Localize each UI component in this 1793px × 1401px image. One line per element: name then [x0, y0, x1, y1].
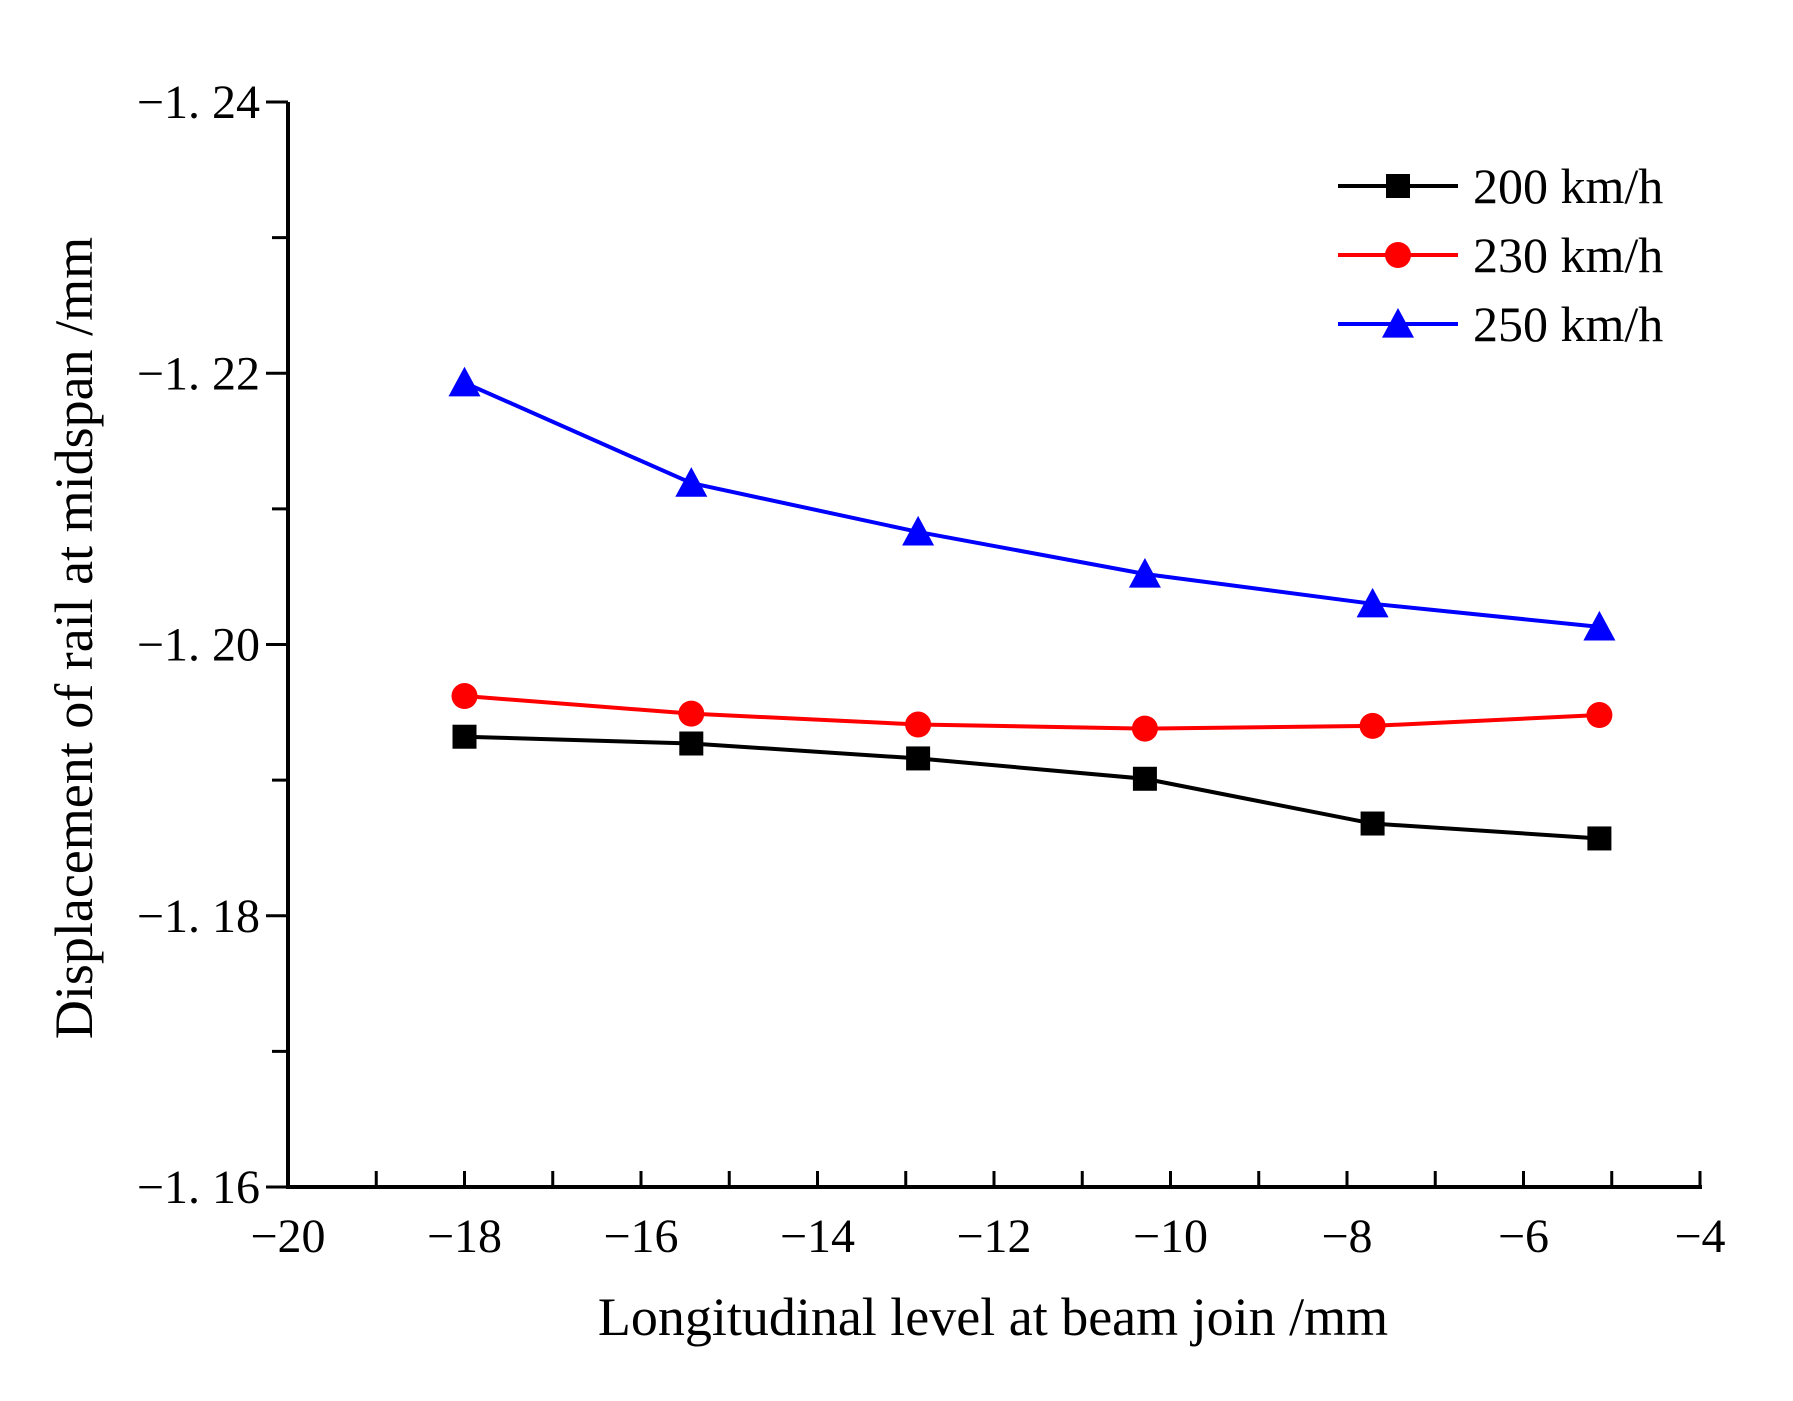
- x-tick-label: −16: [603, 1210, 678, 1263]
- legend-label: 250 km/h: [1473, 296, 1663, 352]
- data-point-square: [679, 731, 704, 756]
- y-axis-title: Displacement of rail at midspan /mm: [44, 237, 104, 1039]
- data-point-square: [1132, 766, 1157, 791]
- x-tick-label: −8: [1321, 1210, 1372, 1263]
- series-line: [464, 694, 1600, 731]
- data-point-circle: [1586, 702, 1613, 729]
- data-point-triangle: [1583, 610, 1616, 641]
- data-point-triangle: [448, 366, 481, 397]
- x-tick-label: −20: [250, 1210, 325, 1263]
- x-tick-label: −12: [956, 1210, 1031, 1263]
- legend-marker-circle: [1385, 242, 1411, 268]
- data-point-circle: [1131, 715, 1158, 742]
- y-tick-label: −1. 18: [137, 890, 260, 943]
- legend-item: 230 km/h: [1338, 227, 1663, 283]
- series-200-km-h: [452, 724, 1612, 851]
- y-tick-label: −1. 16: [137, 1161, 260, 1214]
- data-point-square: [1587, 826, 1612, 851]
- x-tick-label: −10: [1133, 1210, 1208, 1263]
- data-point-square: [906, 746, 931, 771]
- legend-marker-square: [1386, 174, 1410, 198]
- legend-item: 200 km/h: [1338, 158, 1663, 214]
- data-point-triangle: [902, 515, 935, 546]
- data-point-square: [452, 724, 477, 749]
- data-point-triangle: [675, 467, 708, 497]
- x-tick-label: −18: [427, 1210, 502, 1263]
- data-point-circle: [905, 711, 932, 738]
- legend-label: 230 km/h: [1473, 227, 1663, 283]
- axes: −20 −18 −16 −14 −12 −10 −8 −6 −4 −1. 16 −1. 18 −1. …: [137, 76, 1726, 1263]
- legend: 200 km/h 230 km/h 250 km/h: [1338, 158, 1663, 352]
- legend-label: 200 km/h: [1473, 158, 1663, 214]
- y-tick-label: −1. 22: [137, 347, 260, 400]
- y-tick-label: −1. 20: [137, 619, 260, 672]
- x-tick-label: −14: [780, 1210, 855, 1263]
- data-point-triangle: [1356, 587, 1389, 618]
- data-point-circle: [1359, 712, 1386, 739]
- data-point-circle: [451, 683, 478, 710]
- data-point-circle: [678, 700, 705, 727]
- series-line: [464, 734, 1600, 841]
- y-tick-label: −1. 24: [137, 76, 260, 129]
- x-tick-label: −4: [1674, 1210, 1725, 1263]
- series-layer: [448, 366, 1616, 851]
- x-tick-label: −6: [1498, 1210, 1549, 1263]
- legend-marker-triangle: [1382, 308, 1414, 338]
- data-point-triangle: [1128, 557, 1161, 588]
- series-230-km-h: [451, 683, 1613, 742]
- legend-item: 250 km/h: [1338, 296, 1663, 352]
- series-line: [463, 380, 1600, 629]
- x-axis-title: Longitudinal level at beam join /mm: [598, 1287, 1388, 1347]
- data-point-square: [1360, 811, 1385, 836]
- series-250-km-h: [448, 366, 1616, 641]
